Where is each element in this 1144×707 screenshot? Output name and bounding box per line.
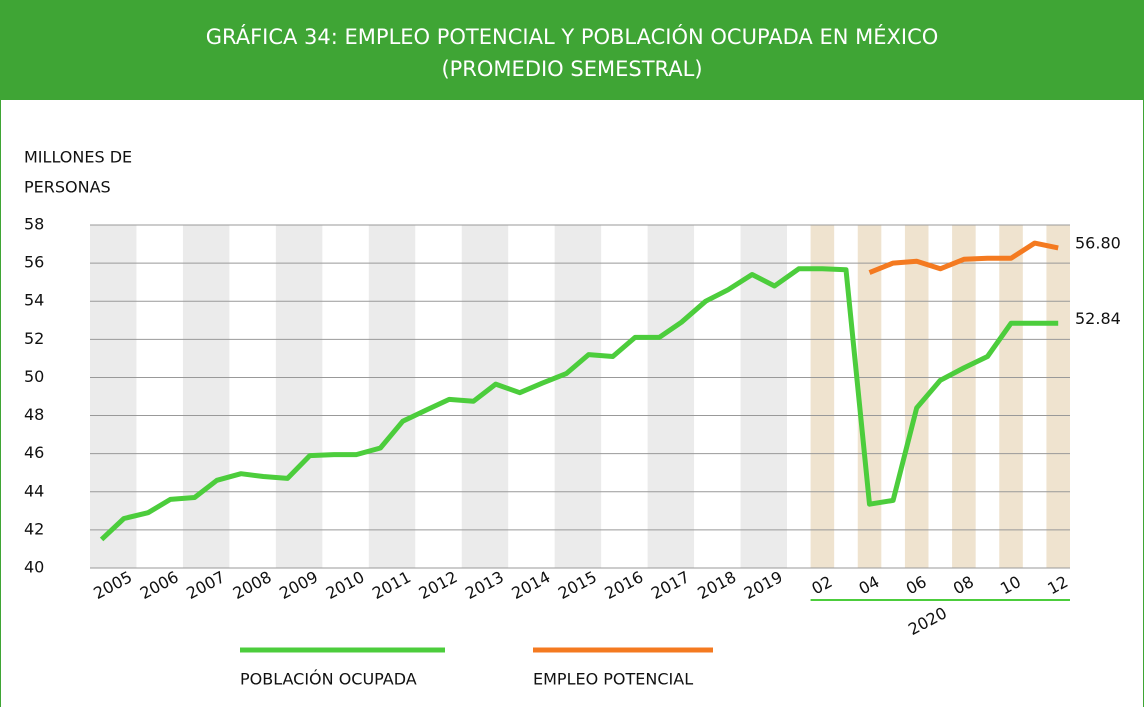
x-tick-label: 08 [950, 572, 977, 598]
month-band [952, 225, 976, 568]
month-band [810, 225, 835, 568]
month-band [904, 225, 929, 568]
month-band [999, 225, 1023, 568]
x-tick-label: 04 [856, 572, 883, 598]
x-tick-label: 2016 [601, 567, 646, 603]
x-tick-label: 2015 [555, 567, 600, 603]
y-tick-label: 52 [24, 329, 44, 348]
data-line [99, 266, 1059, 542]
x-tick-label: 12 [1044, 572, 1071, 598]
year-band [90, 225, 137, 568]
y-tick-label: 40 [24, 558, 44, 577]
x-tick-label: 2011 [369, 567, 414, 603]
y-tick-label: 44 [24, 481, 44, 500]
year-band [368, 225, 416, 568]
y-tick-label: 58 [24, 215, 44, 234]
x-tick-label: 02 [808, 572, 835, 598]
y-tick-label: 46 [24, 443, 44, 462]
month-band [857, 225, 882, 568]
x-tick-label: 2019 [741, 567, 786, 603]
y-tick-label: 50 [24, 367, 44, 386]
x-tick-label: 10 [997, 572, 1024, 598]
x-tick-label: 2006 [137, 567, 182, 603]
legend-label: EMPLEO POTENCIAL [533, 670, 693, 689]
y-tick-label: 54 [24, 291, 44, 310]
chart-title: GRÁFICA 34: EMPLEO POTENCIAL Y POBLACIÓN… [206, 24, 939, 49]
month-band [1046, 225, 1070, 568]
x-tick-label: 2013 [462, 567, 507, 603]
end-label: 56.80 [1075, 233, 1121, 252]
y-tick-label: 48 [24, 405, 44, 424]
x-tick-label: 2010 [323, 567, 368, 603]
x-tick-label: 2012 [416, 567, 461, 603]
x-tick-label: 2018 [694, 567, 739, 603]
x-tick-label: 06 [903, 572, 930, 598]
legend-label: POBLACIÓN OCUPADA [240, 670, 417, 689]
title-bar [0, 0, 1144, 100]
x-tick-label: 2017 [648, 567, 693, 603]
x-group-label: 2020 [905, 603, 950, 639]
y-axis-label: MILLONES DE [24, 148, 132, 167]
chart-subtitle: (PROMEDIO SEMESTRAL) [441, 57, 702, 81]
year-band [275, 225, 323, 568]
x-tick-label: 2007 [183, 567, 228, 603]
year-band [554, 225, 602, 568]
x-tick-label: 2005 [90, 567, 135, 603]
x-tick-label: 2014 [509, 567, 554, 603]
year-band [461, 225, 509, 568]
x-tick-label: 2008 [230, 567, 275, 603]
end-label: 52.84 [1075, 309, 1121, 328]
year-band [182, 225, 230, 568]
y-axis-label: PERSONAS [24, 178, 111, 197]
y-tick-label: 56 [24, 253, 44, 272]
year-band [647, 225, 695, 568]
y-tick-label: 42 [24, 519, 44, 538]
x-tick-label: 2009 [276, 567, 321, 603]
data-line [868, 240, 1059, 275]
